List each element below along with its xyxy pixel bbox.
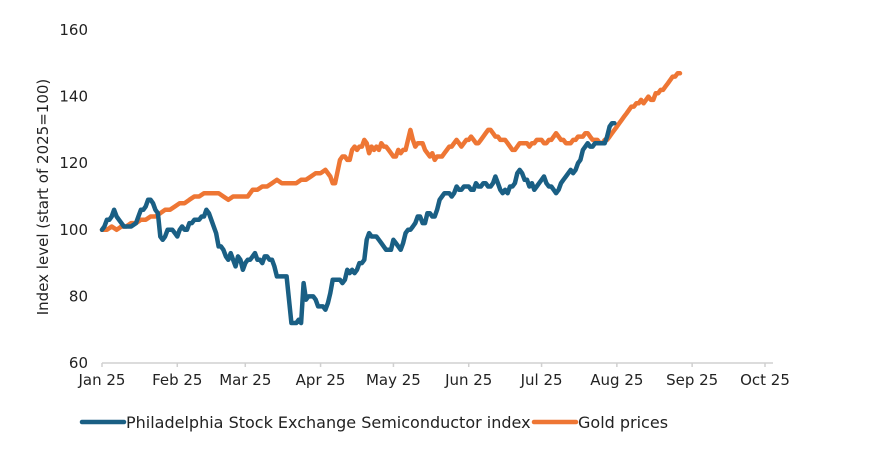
legend-label: Philadelphia Stock Exchange Semiconducto… — [126, 413, 531, 432]
x-tick-label: Jan 25 — [78, 371, 126, 389]
x-tick-label: Sep 25 — [666, 371, 718, 389]
legend-label: Gold prices — [578, 413, 668, 432]
y-tick-label: 80 — [69, 287, 88, 305]
y-tick-label: 140 — [59, 88, 88, 106]
x-axis-ticks: Jan 25 Feb 25 Mar 25 Apr 25 May 25 Jun 25 Jul … — [78, 363, 790, 389]
y-axis-title: Index level (start of 2025=100) — [34, 79, 52, 316]
x-tick-label: Jul 25 — [520, 371, 563, 389]
series-line-semiconductor-index — [99, 120, 617, 326]
y-tick-label: 160 — [59, 21, 88, 39]
y-tick-label: 60 — [69, 354, 88, 372]
legend: Philadelphia Stock Exchange Semiconducto… — [79, 413, 668, 432]
y-tick-label: 100 — [59, 221, 88, 239]
x-tick-label: Apr 25 — [296, 371, 346, 389]
x-tick-label: Mar 25 — [219, 371, 271, 389]
x-tick-label: Aug 25 — [590, 371, 643, 389]
x-tick-label: Jun 25 — [444, 371, 492, 389]
series-group — [99, 71, 683, 326]
y-tick-label: 120 — [59, 154, 88, 172]
x-tick-label: Oct 25 — [740, 371, 790, 389]
x-tick-label: Feb 25 — [152, 371, 202, 389]
y-axis-ticks: 60 80 100 120 140 160 — [59, 21, 88, 372]
x-tick-label: May 25 — [366, 371, 421, 389]
series-line-gold-prices — [99, 71, 683, 233]
